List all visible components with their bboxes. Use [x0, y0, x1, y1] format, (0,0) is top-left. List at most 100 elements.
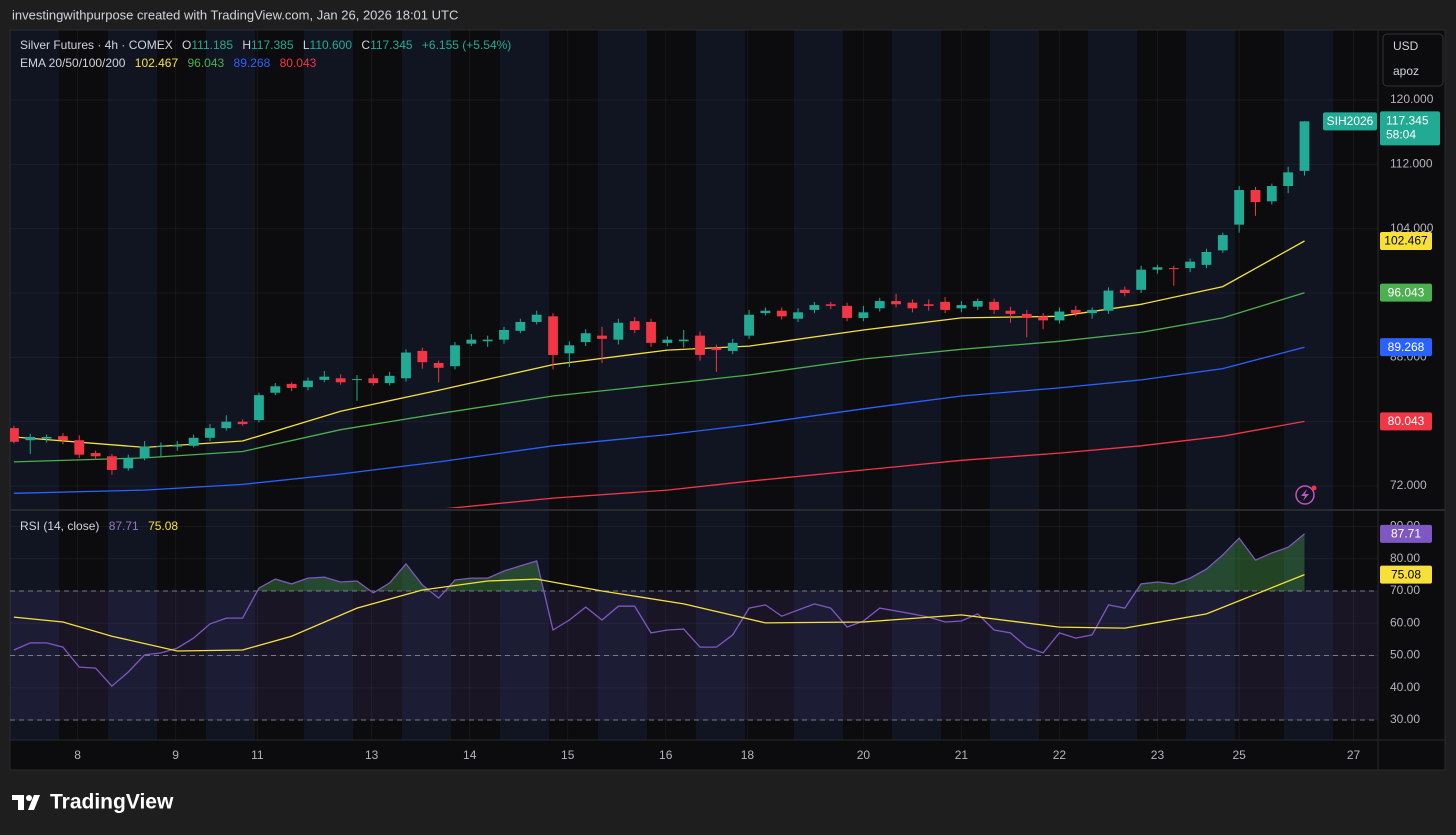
candle-body: [1250, 190, 1261, 203]
ema-value: 80.043: [280, 56, 317, 70]
ohlc-key: C: [361, 38, 370, 52]
candle-body: [1217, 235, 1228, 251]
candle-body: [613, 322, 624, 340]
ema-price-label-box: [1380, 283, 1432, 302]
candle-body: [580, 333, 591, 343]
candle-body: [727, 342, 738, 351]
candle-body: [450, 345, 460, 367]
y-tick-label: 60.00: [1390, 615, 1420, 629]
currency[interactable]: USD: [1393, 39, 1419, 53]
stripe: [696, 30, 745, 740]
price-pane: [10, 121, 1310, 508]
candle-body: [891, 301, 901, 305]
candle-body: [646, 321, 656, 343]
ohlc-value: 110.600: [310, 38, 353, 52]
change: +6.155 (+5.54%): [422, 38, 511, 52]
line: [446, 420, 1305, 508]
x-tick-label: 23: [1151, 748, 1165, 762]
candle-body: [1266, 186, 1277, 202]
price-legend: Silver Futures · 4h · COMEX O111.185 H11…: [20, 38, 511, 52]
symbol: Silver Futures · 4h · COMEX: [20, 38, 173, 52]
indicator-name: RSI (14, close): [20, 519, 99, 533]
candle-body: [825, 304, 836, 306]
rsi-value-label-box: [1380, 565, 1432, 584]
alert-bolt[interactable]: [1301, 489, 1309, 501]
countdown: 58:04: [1386, 128, 1416, 142]
scale-mode[interactable]: apoz: [1393, 64, 1419, 78]
candle-body: [58, 436, 68, 441]
session-stripes: [10, 30, 1333, 740]
y-tick-label: 30.00: [1390, 712, 1420, 726]
y-tick-label: 70.00: [1390, 583, 1420, 597]
y-tick-label: 80.00: [1390, 551, 1420, 565]
brand-logo: [12, 795, 40, 810]
ema-value: 96.043: [188, 56, 225, 70]
rsi-value-label: 75.08: [1391, 567, 1421, 581]
candle-body: [352, 379, 362, 381]
candle-body: [597, 335, 607, 339]
candle-body: [1234, 190, 1245, 225]
ohlc-value: 117.385: [251, 38, 294, 52]
candle-body: [417, 350, 428, 363]
candle-body: [270, 386, 281, 393]
logo-part: [18, 795, 24, 810]
candle-body: [433, 362, 444, 368]
alert-ring[interactable]: [1295, 485, 1315, 505]
candle-body: [809, 305, 820, 310]
candle-body: [695, 335, 705, 355]
candle-body: [1168, 268, 1179, 270]
candle-body: [205, 428, 215, 438]
x-tick-label: 20: [857, 748, 871, 762]
line: [13, 240, 1305, 449]
stripe: [500, 30, 549, 740]
candle-body: [1103, 290, 1114, 311]
y-tick-label: 104.000: [1390, 221, 1434, 235]
x-tick-label: 22: [1053, 748, 1067, 762]
axes: 8911131415161820212223252772.00080.00088…: [74, 92, 1440, 762]
ema-price-label-box: [1380, 338, 1432, 357]
candle-body: [41, 436, 52, 439]
candle-body: [744, 314, 754, 336]
candle-body: [1087, 309, 1098, 314]
ohlc-value: 117.345: [370, 38, 413, 52]
candle-body: [482, 339, 493, 342]
x-tick-label: 15: [561, 748, 575, 762]
rsi-ma-value: 75.08: [148, 519, 178, 533]
last-price: 117.345: [1386, 114, 1429, 128]
candle-body: [956, 305, 967, 309]
line: [13, 346, 1305, 494]
candle-body: [286, 383, 297, 388]
candle-body: [1005, 310, 1016, 314]
candle-body: [1021, 313, 1032, 318]
logo-part: [26, 795, 32, 801]
candle-body: [1119, 289, 1130, 294]
ema-price-label-box: [1380, 231, 1432, 250]
scale-box[interactable]: [1382, 33, 1444, 87]
candle-body: [368, 378, 379, 384]
ema-price-label: 102.467: [1384, 234, 1428, 248]
x-tick-label: 16: [659, 748, 673, 762]
x-tick-label: 25: [1232, 748, 1246, 762]
alert-icon[interactable]: [1295, 485, 1317, 505]
alert-dot[interactable]: [1311, 485, 1317, 491]
x-tick-label: 21: [955, 748, 969, 762]
line: [13, 573, 1305, 652]
candle-body: [10, 428, 19, 442]
candle-body: [940, 301, 950, 310]
candle-body: [629, 321, 640, 331]
candle-body: [1283, 172, 1294, 187]
candle-body: [25, 436, 36, 441]
ema-legend: EMA 20/50/100/200 102.467 96.043 89.268 …: [20, 56, 317, 70]
candle-body: [989, 301, 999, 310]
candle-body: [254, 395, 264, 421]
x-tick-label: 11: [251, 748, 264, 762]
candle-body: [237, 421, 248, 425]
candle-body: [858, 312, 869, 318]
x-tick-label: 27: [1347, 748, 1361, 762]
candle-body: [172, 445, 183, 447]
last-price-box: [1380, 111, 1440, 146]
candle-body: [842, 305, 852, 318]
candle-body: [515, 321, 526, 331]
